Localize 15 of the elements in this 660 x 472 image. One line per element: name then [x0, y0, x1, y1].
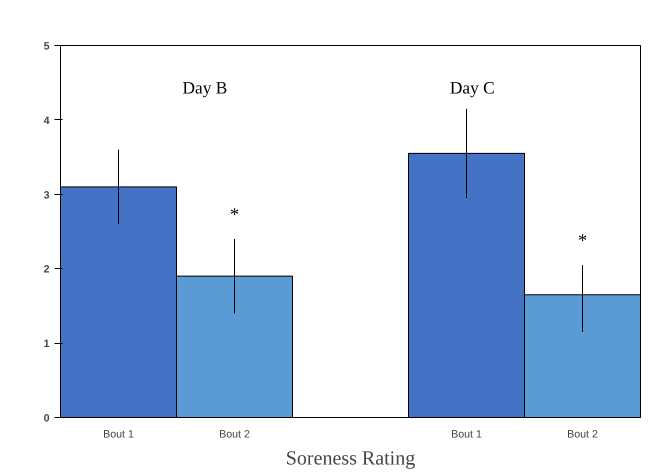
- y-tick-label: 4: [44, 114, 50, 127]
- y-tick-label: 3: [44, 189, 50, 202]
- y-tick-label: 1: [44, 338, 50, 350]
- x-tick-label: Bout 1: [103, 428, 134, 440]
- annotation: *: [230, 204, 240, 226]
- x-tick-label: Bout 2: [567, 428, 598, 440]
- x-axis-title: Soreness Rating: [286, 448, 416, 470]
- x-tick-label: Bout 1: [451, 428, 482, 440]
- x-tick-label: Bout 2: [219, 428, 250, 440]
- y-tick-label: 2: [44, 264, 50, 276]
- annotation: *: [578, 230, 588, 252]
- y-tick-label: 5: [44, 40, 50, 52]
- annotation: Day C: [450, 78, 495, 98]
- annotation: Day B: [182, 78, 228, 98]
- y-tick-label: 0: [44, 412, 50, 424]
